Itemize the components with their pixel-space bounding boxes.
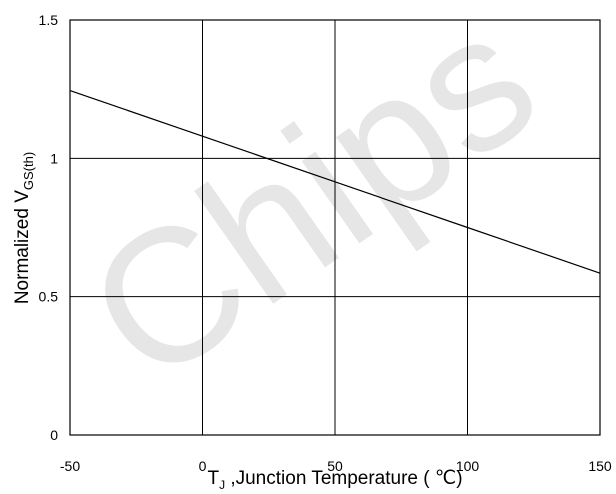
x-axis-title: TJ ,Junction Temperature ( ℃)	[207, 468, 462, 492]
plot-area-border	[69, 19, 601, 436]
x-axis-title-main: T	[207, 468, 219, 489]
y-tick-label-1: 0.5	[39, 289, 59, 305]
x-tick-labels: -50 0 50 100 150	[60, 458, 612, 474]
x-axis-title-sub: J	[219, 478, 225, 492]
y-axis-title-main: Normalized V	[12, 190, 33, 304]
series-group	[69, 89, 601, 274]
watermark-text: Chips	[52, 0, 572, 424]
y-axis-title-sub: GS(th)	[21, 152, 36, 190]
x-tick-label-3: 100	[456, 458, 480, 474]
series-line-0	[69, 89, 601, 274]
y-axis-title: Normalized VGS(th)	[12, 152, 36, 304]
x-axis-title-rest: ,Junction Temperature ( ℃)	[225, 468, 462, 489]
x-tick-label-4: 150	[588, 458, 612, 474]
y-tick-label-0: 0	[50, 427, 58, 443]
watermark: Chips	[52, 0, 572, 424]
y-tick-labels: 0 0.5 1 1.5	[39, 12, 59, 443]
y-tick-label-3: 1.5	[39, 12, 59, 28]
x-tick-label-2: 50	[327, 458, 343, 474]
x-tick-label-1: 0	[199, 458, 207, 474]
y-tick-label-2: 1	[50, 150, 58, 166]
x-tick-label-0: -50	[60, 458, 80, 474]
